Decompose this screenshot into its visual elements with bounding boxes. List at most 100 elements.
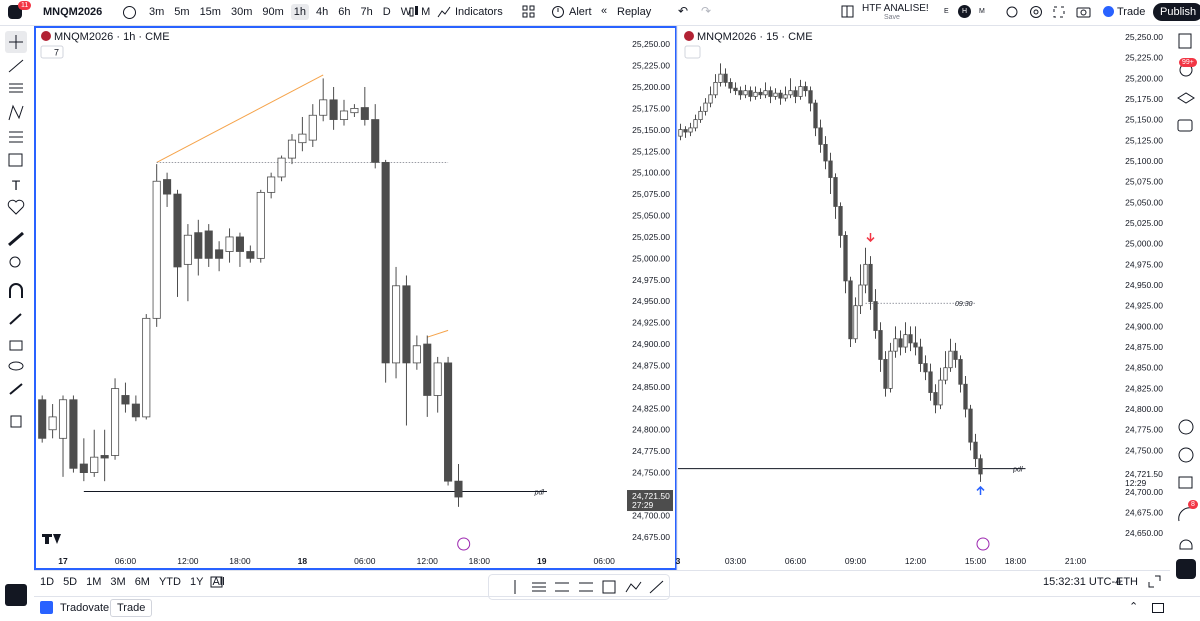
visibility-tool[interactable] (8, 361, 24, 371)
calendar-icon[interactable] (1178, 476, 1193, 489)
x-tick-label: 15:00 (965, 556, 987, 566)
projection-tool[interactable] (9, 131, 23, 143)
y-tick-label: 25,175.00 (632, 103, 670, 113)
session-letter[interactable]: M (979, 8, 985, 15)
chart-button[interactable] (40, 45, 64, 59)
indicators-button[interactable]: Indicators (455, 6, 503, 18)
session-letter[interactable]: E (944, 8, 949, 15)
stream-icon[interactable] (1178, 507, 1193, 522)
watchlist-icon[interactable] (1178, 33, 1192, 49)
interval-button[interactable]: 1h (290, 4, 310, 20)
range-button[interactable]: 1Y (189, 576, 204, 588)
redo-icon[interactable]: ↷ (701, 4, 712, 18)
layers-icon[interactable] (1177, 92, 1195, 104)
last-price-label: 24,721.50 (1125, 469, 1163, 479)
apps-icon[interactable] (1176, 559, 1196, 579)
y-tick-label: 24,675.00 (632, 532, 670, 542)
interval-button[interactable]: 15m (199, 6, 221, 18)
candle-body (718, 73, 723, 83)
link-tool[interactable] (9, 383, 23, 395)
date-range-icon[interactable] (210, 575, 224, 589)
range-button[interactable]: YTD (158, 576, 181, 588)
interval-button[interactable]: 90m (262, 6, 284, 18)
candle-body (308, 114, 317, 141)
zoom-tool[interactable] (9, 256, 21, 268)
text-tool[interactable]: T (12, 177, 21, 193)
expand-icon[interactable]: ⌃ (1129, 601, 1139, 613)
ideas-icon[interactable] (1178, 447, 1194, 463)
candle-body (58, 399, 68, 439)
chat-icon[interactable] (1177, 119, 1193, 132)
candle-body (918, 346, 923, 364)
interval-button[interactable]: 30m (230, 6, 253, 18)
footer-tab[interactable]: Trade (110, 599, 153, 617)
pattern-tool[interactable] (8, 104, 24, 121)
trade-icon[interactable] (1103, 6, 1114, 17)
range-button[interactable]: 6M (134, 576, 150, 588)
notifications-icon[interactable] (1179, 539, 1193, 550)
interval-button[interactable]: W (400, 6, 412, 18)
candle-body (444, 362, 453, 482)
layout-name[interactable]: HTF ANALISE! (862, 3, 929, 14)
symbol-name[interactable]: MNQM2026 (43, 6, 103, 18)
interval-button[interactable]: 4h (316, 6, 329, 18)
favorites-tool[interactable] (7, 199, 25, 215)
ruler-tool[interactable] (8, 231, 24, 247)
indicators-icon[interactable] (437, 5, 451, 19)
interval-button[interactable]: 6h (338, 6, 351, 18)
candle-body (923, 363, 928, 373)
delete-tool[interactable] (10, 415, 22, 428)
range-button[interactable]: 3M (110, 576, 126, 588)
add-symbol-icon[interactable] (123, 6, 136, 19)
candle-body (833, 177, 838, 207)
fib-tool[interactable] (9, 83, 23, 93)
object-tree[interactable] (5, 584, 27, 606)
candle-body (204, 230, 213, 259)
range-button[interactable]: 1D (40, 576, 55, 588)
replay-button[interactable]: Replay (617, 6, 652, 18)
publish-button[interactable]: Publish (1153, 3, 1200, 21)
layouts-icon[interactable] (522, 5, 535, 18)
trade-button[interactable]: Trade (1117, 6, 1146, 18)
broker-icon (40, 601, 53, 614)
alert-button[interactable]: Alert (569, 6, 592, 18)
maximize-icon[interactable] (1152, 603, 1164, 613)
y-tick-label: 25,000.00 (1125, 239, 1163, 249)
y-tick-label: 24,800.00 (632, 425, 670, 435)
candle-body (215, 249, 224, 259)
candle-body (953, 350, 958, 360)
candle-body (688, 127, 693, 133)
toolbar-icons[interactable] (1005, 4, 1105, 20)
interval-button[interactable]: D (382, 6, 391, 18)
interval-button[interactable]: 7h (360, 6, 373, 18)
interval-button[interactable]: 5m (174, 6, 190, 18)
alert-icon[interactable] (551, 5, 565, 19)
undo-icon[interactable]: ↶ (678, 4, 689, 18)
fullscreen-icon[interactable] (1148, 575, 1161, 588)
trendline-tool[interactable] (8, 59, 24, 73)
chart-type-icon[interactable] (408, 5, 420, 19)
session-letter[interactable]: H (958, 5, 971, 18)
candle-body (173, 193, 182, 268)
interval-button[interactable]: 3m (149, 6, 165, 18)
replay-icon[interactable]: « (601, 5, 608, 17)
magnet-tool[interactable] (9, 283, 23, 298)
sidebar-badge: 99+ (1179, 58, 1197, 67)
candle-body (913, 342, 918, 348)
y-tick-label: 24,900.00 (1125, 321, 1163, 331)
candle-body (808, 90, 813, 104)
range-button[interactable]: 1M (86, 576, 102, 588)
shape-tool[interactable] (8, 153, 23, 167)
candle-body (798, 86, 803, 97)
interval-button[interactable]: M (421, 6, 431, 18)
lock-tool[interactable] (9, 340, 23, 351)
chart-button[interactable] (684, 45, 701, 59)
layout-icon[interactable] (841, 5, 854, 18)
footer-tab[interactable]: Tradovate (60, 602, 110, 614)
brush-tool[interactable] (9, 313, 22, 325)
range-button[interactable]: 5D (63, 576, 78, 588)
session-button[interactable]: ETH (1116, 576, 1138, 588)
candle-body (339, 110, 349, 120)
target-icon[interactable] (1178, 419, 1194, 435)
candle-body (938, 379, 943, 406)
